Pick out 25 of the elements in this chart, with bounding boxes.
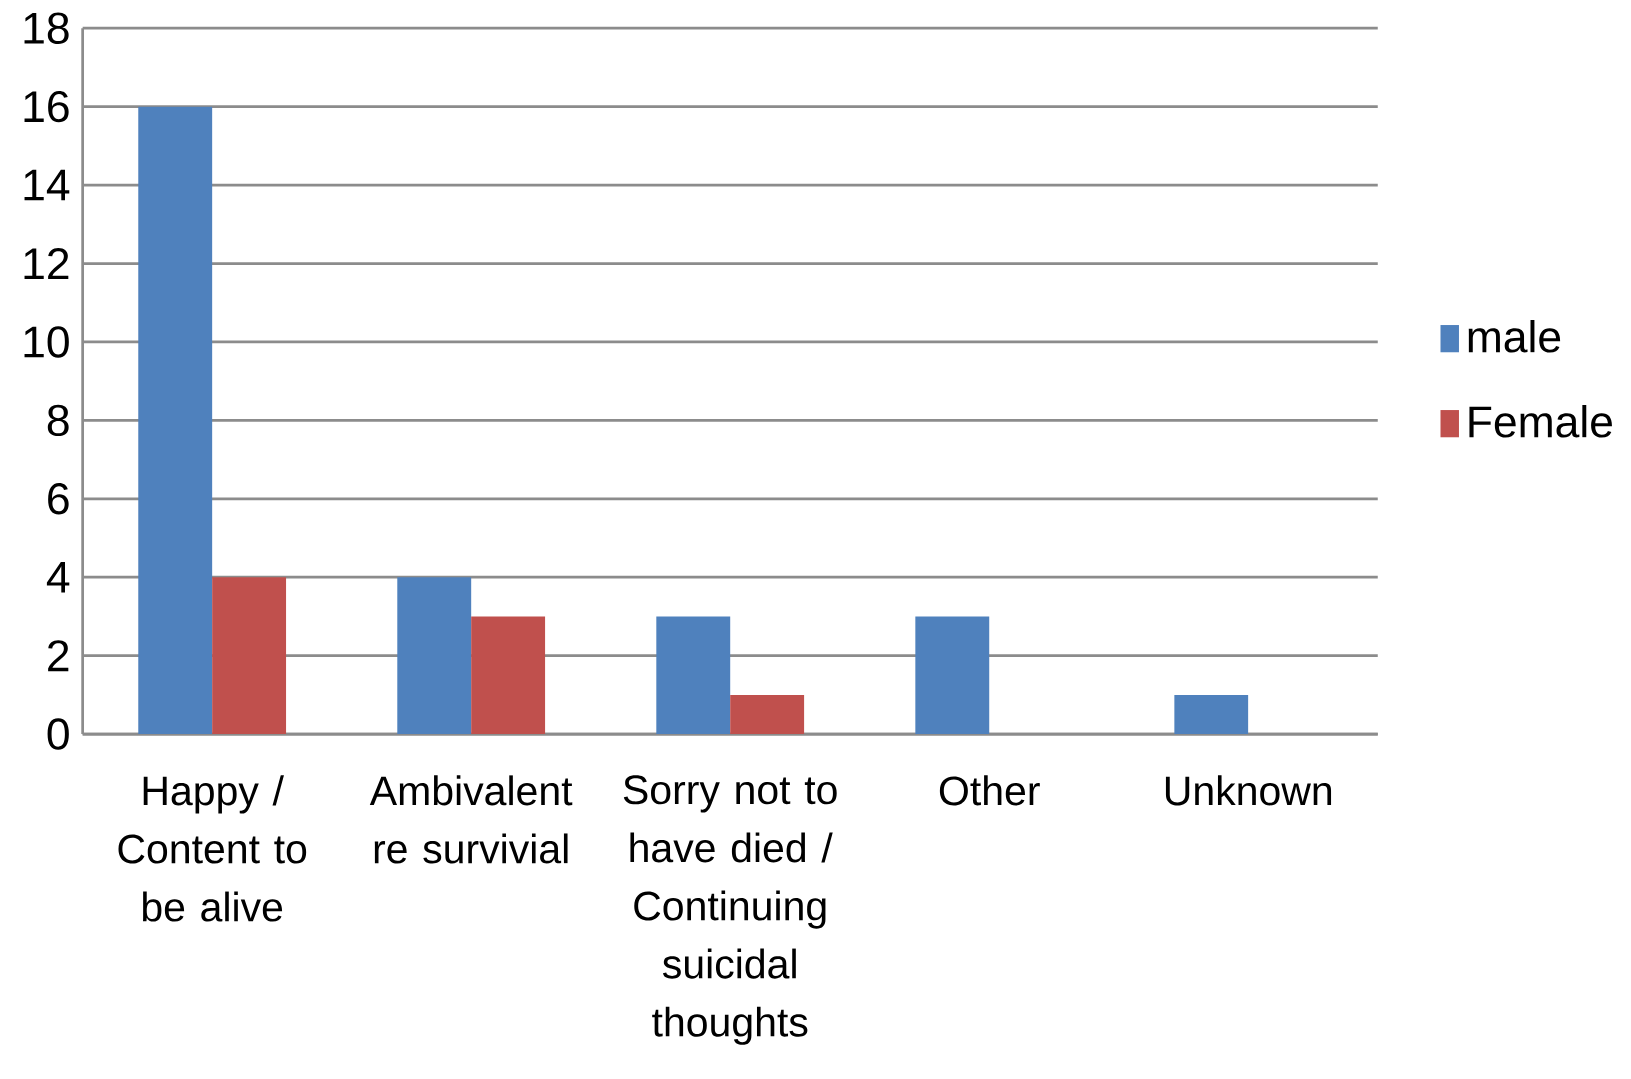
y-tick-label: 8: [47, 404, 69, 436]
y-tick-label: 16: [24, 90, 69, 123]
bar: [656, 616, 731, 734]
bar: [730, 694, 805, 734]
bar: [915, 616, 990, 734]
bar: [212, 577, 287, 734]
x-tick-label: Other: [939, 775, 1040, 806]
y-tick-label: 0: [47, 718, 69, 750]
legend-label: Female: [1469, 404, 1612, 438]
y-tick-label: 14: [24, 169, 70, 201]
legend-label: male: [1468, 319, 1561, 353]
y-tick-label: 18: [24, 12, 69, 44]
x-tick-label: Unknown: [1165, 775, 1332, 806]
x-tick-label: Happy / Content to be alive: [118, 775, 307, 922]
bar: [138, 106, 213, 734]
y-tick-label: 10: [24, 326, 69, 358]
x-tick-label: Ambivalent re survivial: [369, 775, 573, 864]
y-tick-label: 12: [24, 247, 69, 279]
y-tick-label: 6: [48, 482, 69, 515]
y-tick-label: 2: [48, 640, 69, 672]
x-tick-label: Sorry not to have died / Continuing suicidal thoughts: [623, 775, 837, 1045]
y-tick-label: 4: [46, 561, 70, 593]
bar: [397, 577, 472, 734]
bar: [471, 616, 546, 734]
bar: [1174, 694, 1249, 734]
